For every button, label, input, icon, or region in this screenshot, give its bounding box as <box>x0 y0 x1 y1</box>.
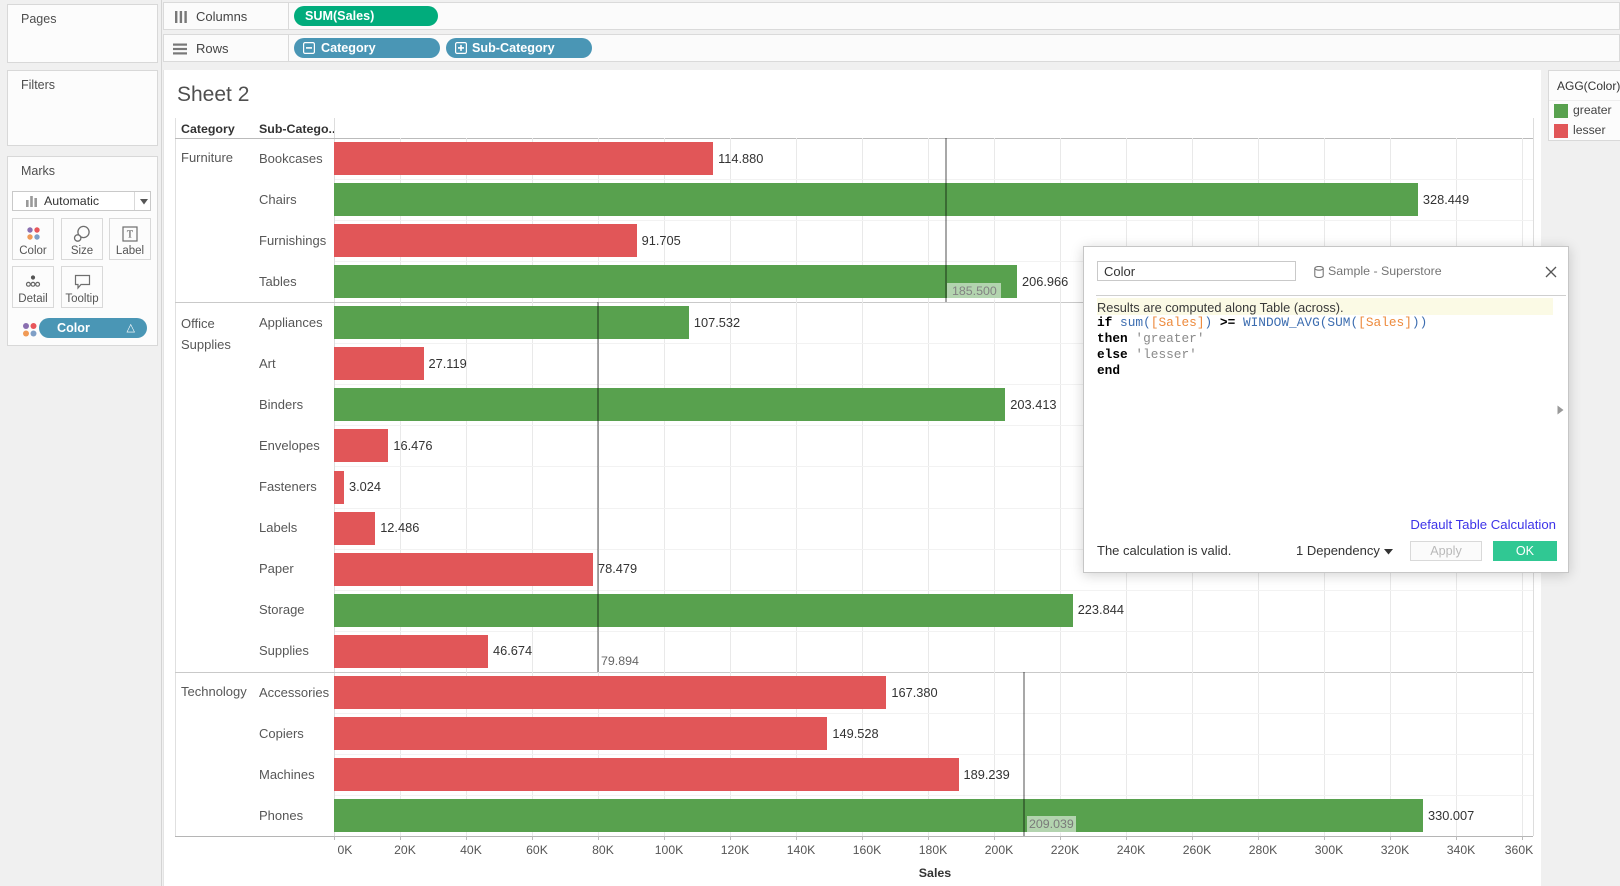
svg-text:T: T <box>127 230 134 241</box>
